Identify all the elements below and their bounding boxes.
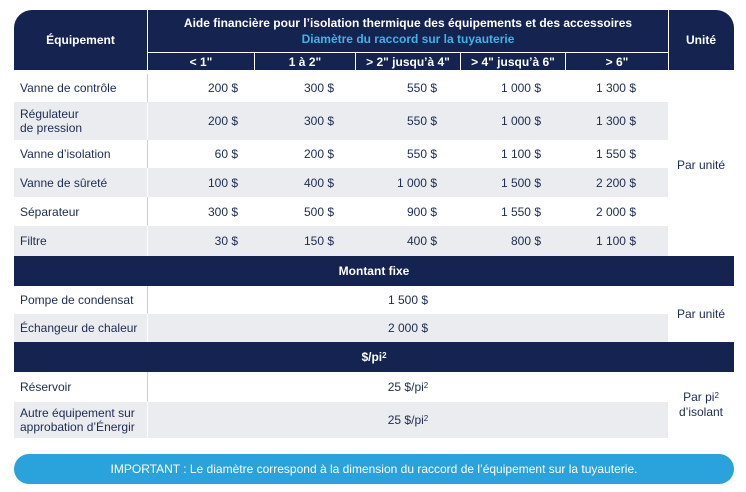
- value-cell: 100 $: [207, 175, 238, 190]
- divider: [147, 226, 148, 256]
- fixed-amount-band: Montant fixe: [14, 256, 734, 286]
- table-title: Aide financière pour l’isolation thermiq…: [183, 16, 633, 30]
- table-row: Autre équipement sur approbation d’Énerg…: [14, 402, 668, 438]
- value-cell: 800 $: [510, 234, 541, 248]
- section1-unit: Par unité: [676, 157, 726, 172]
- value-cell: 25 $/pi 2: [148, 372, 668, 402]
- value-cell: 1 000 $: [396, 175, 437, 190]
- divider: [565, 52, 566, 70]
- table-row: Réservoir 25 $/pi 2: [14, 372, 668, 402]
- important-note: IMPORTANT : Le diamètre correspond à la …: [14, 454, 734, 484]
- value-cell: 1 100 $: [500, 147, 541, 161]
- divider: [147, 10, 148, 70]
- value-cell: 200 $: [207, 114, 238, 128]
- row-label: Régulateur de pression: [20, 107, 83, 135]
- value-cell: 300 $: [303, 81, 334, 95]
- per-sqft-band-label: $/pi: [361, 350, 383, 364]
- value-cell: 400 $: [406, 234, 437, 248]
- value-cell: 500 $: [303, 204, 334, 219]
- unit-line1: Par pi: [683, 390, 715, 404]
- table-row: Séparateur 300 $ 500 $ 900 $ 1 550 $ 2 000 $: [14, 197, 668, 226]
- divider: [147, 402, 148, 438]
- superscript: 2: [714, 391, 719, 400]
- divider: [147, 168, 148, 197]
- value-cell: 550 $: [406, 114, 437, 128]
- value-text: 25 $/pi: [387, 413, 424, 427]
- size-header-lt1: < 1": [189, 54, 213, 69]
- table-header: Équipement Aide financière pour l’isolat…: [14, 10, 734, 70]
- size-header-2to4: > 2" jusqu’à 4": [366, 54, 450, 69]
- value-cell: 2 000 $: [387, 321, 429, 335]
- value-text: 25 $/pi: [387, 380, 424, 394]
- unit-line2: d’isolant: [678, 405, 724, 419]
- value-cell: 2 200 $: [595, 175, 636, 190]
- divider: [147, 102, 148, 140]
- table-row: Filtre 30 $ 150 $ 400 $ 800 $ 1 100 $: [14, 226, 668, 256]
- row-label: Réservoir: [20, 380, 72, 394]
- equipment-column-header: Équipement: [46, 33, 115, 47]
- value-cell: 1 550 $: [500, 204, 541, 219]
- divider: [147, 140, 148, 168]
- table-row: Pompe de condensat 1 500 $: [14, 286, 668, 314]
- value-cell: 400 $: [303, 175, 334, 190]
- value-cell: 150 $: [303, 234, 334, 248]
- table-row: Vanne de sûreté 100 $ 400 $ 1 000 $ 1 500 $ 2…: [14, 168, 668, 197]
- table-row: Régulateur de pression 200 $ 300 $ 550 $ 1 0…: [14, 102, 668, 140]
- table-row: Échangeur de chaleur 2 000 $: [14, 314, 668, 342]
- superscript: 2: [423, 380, 429, 390]
- row-label: Séparateur: [20, 204, 80, 219]
- section2-unit: Par unité: [676, 306, 726, 321]
- per-sqft-band: $/pi 2: [14, 342, 734, 372]
- divider: [147, 286, 148, 314]
- row-label: Filtre: [20, 234, 47, 248]
- section3-unit: Par pi2 d’isolant: [668, 372, 734, 438]
- value-cell: 1 500 $: [387, 293, 429, 307]
- value-cell: 200 $: [207, 81, 238, 95]
- size-header-gt6: > 6": [605, 54, 629, 69]
- divider: [254, 52, 255, 70]
- superscript: 2: [423, 413, 429, 423]
- table-row: Vanne de contrôle 200 $ 300 $ 550 $ 1 000 $ 1…: [14, 74, 668, 102]
- row-label: Vanne de sûreté: [20, 175, 108, 190]
- value-cell: 1 000 $: [500, 81, 541, 95]
- value-cell: 1 300 $: [595, 81, 636, 95]
- value-cell: 30 $: [214, 234, 238, 248]
- size-header-4to6: > 4" jusqu’à 6": [471, 54, 555, 69]
- divider: [148, 52, 668, 53]
- value-cell: 1 500 $: [500, 175, 541, 190]
- divider: [147, 197, 148, 226]
- value-cell: 2 000 $: [595, 204, 636, 219]
- row-label: Pompe de condensat: [20, 293, 134, 307]
- row-label: Vanne d’isolation: [20, 147, 111, 161]
- divider: [460, 52, 461, 70]
- divider: [355, 52, 356, 70]
- value-cell: 60 $: [214, 147, 238, 161]
- value-cell: 550 $: [406, 81, 437, 95]
- unit-column-header: Unité: [686, 33, 716, 47]
- divider: [147, 74, 148, 102]
- table-subtitle: Diamètre du raccord sur la tuyauterie: [301, 32, 515, 46]
- divider: [147, 372, 148, 402]
- divider: [147, 314, 148, 342]
- value-cell: 1 100 $: [595, 234, 636, 248]
- value-cell: 1 000 $: [500, 114, 541, 128]
- value-cell: 25 $/pi 2: [148, 402, 668, 438]
- value-cell: 900 $: [406, 204, 437, 219]
- value-cell: 1 550 $: [595, 147, 636, 161]
- row-label: Autre équipement sur approbation d’Énerg…: [20, 406, 135, 434]
- value-cell: 200 $: [303, 147, 334, 161]
- value-cell: 1 300 $: [595, 114, 636, 128]
- value-cell: 300 $: [207, 204, 238, 219]
- value-cell: 300 $: [303, 114, 334, 128]
- row-label: Échangeur de chaleur: [20, 321, 138, 335]
- divider: [668, 10, 669, 70]
- superscript: 2: [382, 350, 387, 360]
- table-row: Vanne d’isolation 60 $ 200 $ 550 $ 1 100 $ 1 …: [14, 140, 668, 168]
- row-label: Vanne de contrôle: [20, 81, 117, 95]
- size-header-1to2: 1 à 2": [288, 54, 322, 69]
- value-cell: 550 $: [406, 147, 437, 161]
